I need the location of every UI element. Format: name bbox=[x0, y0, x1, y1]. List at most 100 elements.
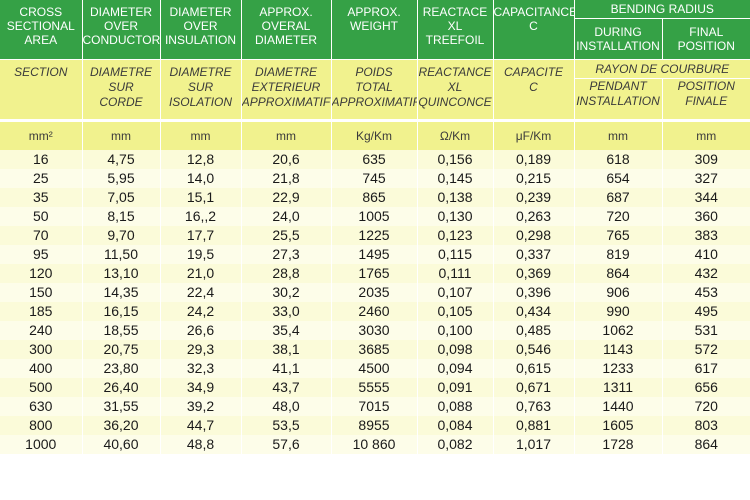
table-cell: 30,2 bbox=[241, 283, 332, 302]
table-row: 500 26,40 34,9 43,7 5555 0,091 0,671 1311 656 bbox=[0, 378, 750, 397]
table-cell: 22,9 bbox=[241, 188, 332, 207]
table-cell: 48,8 bbox=[160, 435, 242, 454]
table-cell: 0,239 bbox=[493, 188, 575, 207]
table-cell: 0,546 bbox=[493, 340, 575, 359]
table-cell: 1233 bbox=[574, 359, 663, 378]
table-row: 300 20,75 29,3 38,1 3685 0,098 0,546 1143 572 bbox=[0, 340, 750, 359]
table-cell: 0,263 bbox=[493, 207, 575, 226]
table-cell: 26,6 bbox=[160, 321, 242, 340]
table-cell: 0,100 bbox=[417, 321, 494, 340]
table-cell: 15,1 bbox=[160, 188, 242, 207]
table-cell: 617 bbox=[662, 359, 750, 378]
table-row: 95 11,50 19,5 27,3 1495 0,115 0,337 819 410 bbox=[0, 245, 750, 264]
header-bending-radius: BENDING RADIUS bbox=[574, 0, 750, 19]
table-cell: 24,0 bbox=[241, 207, 332, 226]
table-cell: 1225 bbox=[331, 226, 418, 245]
table-cell: 0,763 bbox=[493, 397, 575, 416]
table-cell: 24,2 bbox=[160, 302, 242, 321]
table-cell: 0,105 bbox=[417, 302, 494, 321]
table-cell: 383 bbox=[662, 226, 750, 245]
table-cell: 630 bbox=[0, 397, 83, 416]
table-cell: 0,084 bbox=[417, 416, 494, 435]
table-cell: 765 bbox=[574, 226, 663, 245]
table-cell: 10 860 bbox=[331, 435, 418, 454]
table-cell: 572 bbox=[662, 340, 750, 359]
table-cell: 8,15 bbox=[82, 207, 161, 226]
table-cell: 22,4 bbox=[160, 283, 242, 302]
table-row: 120 13,10 21,0 28,8 1765 0,111 0,369 864 432 bbox=[0, 264, 750, 283]
header-overall-diameter: APPROX. OVERAL DIAMETER bbox=[241, 0, 332, 60]
table-cell: 18,55 bbox=[82, 321, 161, 340]
table-cell: 800 bbox=[0, 416, 83, 435]
table-cell: 360 bbox=[662, 207, 750, 226]
unit-cell: Ω/Km bbox=[417, 119, 494, 150]
table-cell: 1,017 bbox=[493, 435, 575, 454]
table-cell: 16 bbox=[0, 150, 83, 169]
table-cell: 12,8 bbox=[160, 150, 242, 169]
table-cell: 3685 bbox=[331, 340, 418, 359]
unit-cell: Kg/Km bbox=[331, 119, 418, 150]
units-row: mm² mm mm mm Kg/Km Ω/Km μF/Km mm mm bbox=[0, 119, 750, 150]
header-fr-during-installation: PENDANT INSTALLATION bbox=[574, 78, 663, 121]
table-cell: 0,615 bbox=[493, 359, 575, 378]
table-cell: 0,369 bbox=[493, 264, 575, 283]
table-cell: 0,189 bbox=[493, 150, 575, 169]
table-cell: 38,1 bbox=[241, 340, 332, 359]
header-diameter-insulation: DIAMETER OVER INSULATION bbox=[160, 0, 242, 60]
table-cell: 29,3 bbox=[160, 340, 242, 359]
table-row: 630 31,55 39,2 48,0 7015 0,088 0,763 1440 720 bbox=[0, 397, 750, 416]
table-cell: 95 bbox=[0, 245, 83, 264]
table-cell: 656 bbox=[662, 378, 750, 397]
table-row: 50 8,15 16,,2 24,0 1005 0,130 0,263 720 360 bbox=[0, 207, 750, 226]
table-cell: 531 bbox=[662, 321, 750, 340]
unit-cell: mm bbox=[574, 119, 663, 150]
table-cell: 34,9 bbox=[160, 378, 242, 397]
table-cell: 35,4 bbox=[241, 321, 332, 340]
table-cell: 432 bbox=[662, 264, 750, 283]
table-cell: 4,75 bbox=[82, 150, 161, 169]
table-cell: 1000 bbox=[0, 435, 83, 454]
table-cell: 40,60 bbox=[82, 435, 161, 454]
table-cell: 0,111 bbox=[417, 264, 494, 283]
table-cell: 33,0 bbox=[241, 302, 332, 321]
header-fr-overall-diameter: DIAMETRE EXTERIEUR APPROXIMATIF bbox=[241, 59, 332, 121]
table-cell: 635 bbox=[331, 150, 418, 169]
table-cell: 120 bbox=[0, 264, 83, 283]
table-cell: 906 bbox=[574, 283, 663, 302]
table-cell: 500 bbox=[0, 378, 83, 397]
table-cell: 16,15 bbox=[82, 302, 161, 321]
table-cell: 0,088 bbox=[417, 397, 494, 416]
table-cell: 5,95 bbox=[82, 169, 161, 188]
table-cell: 19,5 bbox=[160, 245, 242, 264]
table-cell: 25 bbox=[0, 169, 83, 188]
table-cell: 0,396 bbox=[493, 283, 575, 302]
header-capacitance: CAPACITANCE C bbox=[493, 0, 575, 60]
table-cell: 41,1 bbox=[241, 359, 332, 378]
table-cell: 0,130 bbox=[417, 207, 494, 226]
table-cell: 0,123 bbox=[417, 226, 494, 245]
table-cell: 2035 bbox=[331, 283, 418, 302]
table-cell: 5555 bbox=[331, 378, 418, 397]
table-cell: 864 bbox=[574, 264, 663, 283]
header-diameter-conductor: DIAMETER OVER CONDUCTOR bbox=[82, 0, 161, 60]
table-row: 400 23,80 32,3 41,1 4500 0,094 0,615 1233 617 bbox=[0, 359, 750, 378]
table-cell: 17,7 bbox=[160, 226, 242, 245]
table-cell: 0,156 bbox=[417, 150, 494, 169]
table-cell: 0,485 bbox=[493, 321, 575, 340]
table-cell: 43,7 bbox=[241, 378, 332, 397]
table-cell: 720 bbox=[662, 397, 750, 416]
table-cell: 57,6 bbox=[241, 435, 332, 454]
table-row: 25 5,95 14,0 21,8 745 0,145 0,215 654 327 bbox=[0, 169, 750, 188]
table-cell: 240 bbox=[0, 321, 83, 340]
table-cell: 0,881 bbox=[493, 416, 575, 435]
table-cell: 70 bbox=[0, 226, 83, 245]
table-cell: 27,3 bbox=[241, 245, 332, 264]
table-cell: 53,5 bbox=[241, 416, 332, 435]
table-row: 16 4,75 12,8 20,6 635 0,156 0,189 618 309 bbox=[0, 150, 750, 169]
table-cell: 864 bbox=[662, 435, 750, 454]
table-cell: 23,80 bbox=[82, 359, 161, 378]
header-weight: APPROX. WEIGHT bbox=[331, 0, 418, 60]
header-fr-section: SECTION bbox=[0, 59, 83, 121]
table-cell: 2460 bbox=[331, 302, 418, 321]
table-cell: 0,115 bbox=[417, 245, 494, 264]
